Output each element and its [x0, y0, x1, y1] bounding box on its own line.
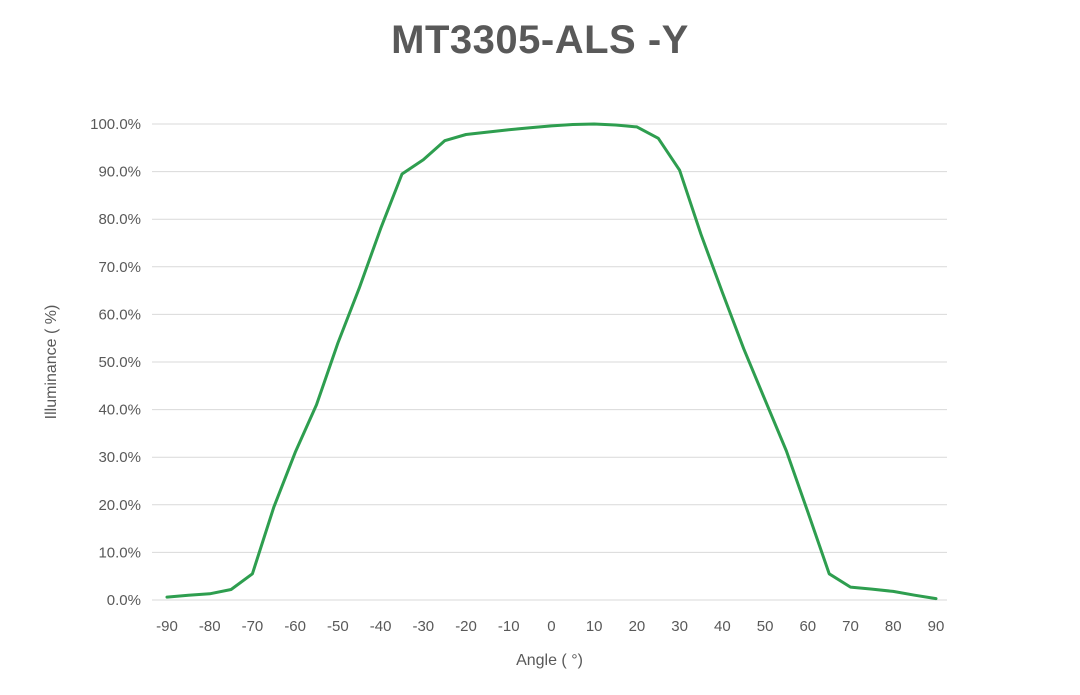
x-tick-label: 50 — [757, 618, 774, 635]
x-tick-label: -40 — [370, 618, 392, 635]
x-tick-label: 10 — [586, 618, 603, 635]
y-tick-label: 70.0% — [98, 259, 141, 276]
x-tick-label: 20 — [629, 618, 646, 635]
y-tick-label: 10.0% — [98, 544, 141, 561]
x-tick-label: -80 — [199, 618, 221, 635]
y-tick-label: 20.0% — [98, 497, 141, 514]
x-tick-label: -10 — [498, 618, 520, 635]
x-tick-label: -70 — [242, 618, 264, 635]
x-tick-label: -20 — [455, 618, 477, 635]
x-tick-label: 0 — [547, 618, 555, 635]
x-tick-label: 80 — [885, 618, 902, 635]
y-tick-labels-group: 0.0% 10.0% 20.0% 30.0% 40.0% 50.0% 60.0% 70.0% 8… — [90, 116, 141, 609]
x-tick-label: 90 — [928, 618, 945, 635]
y-tick-label: 50.0% — [98, 354, 141, 371]
y-tick-label: 40.0% — [98, 402, 141, 419]
data-line-illuminance — [165, 122, 938, 601]
y-tick-label: 90.0% — [98, 164, 141, 181]
y-tick-label: 100.0% — [90, 116, 141, 133]
x-tick-label: -30 — [412, 618, 434, 635]
x-tick-label: 40 — [714, 618, 731, 635]
chart-title: MT3305-ALS -Y — [391, 18, 689, 62]
x-tick-label: -90 — [156, 618, 178, 635]
x-tick-label: -50 — [327, 618, 349, 635]
y-tick-label: 30.0% — [98, 449, 141, 466]
x-tick-label: 30 — [671, 618, 688, 635]
y-tick-label: 0.0% — [107, 592, 141, 609]
x-tick-labels-group: -90 -80 -70 -60 -50 -40 -30 -20 -10 0 10 20 30 40 50 60… — [156, 618, 944, 635]
x-tick-label: 60 — [799, 618, 816, 635]
illuminance-curve-group — [165, 122, 938, 601]
x-axis-title: Angle ( °) — [516, 652, 583, 669]
gridlines-group — [152, 123, 947, 601]
x-tick-label: -60 — [284, 618, 306, 635]
x-tick-label: 70 — [842, 618, 859, 635]
y-tick-label: 60.0% — [98, 306, 141, 323]
y-tick-label: 80.0% — [98, 211, 141, 228]
